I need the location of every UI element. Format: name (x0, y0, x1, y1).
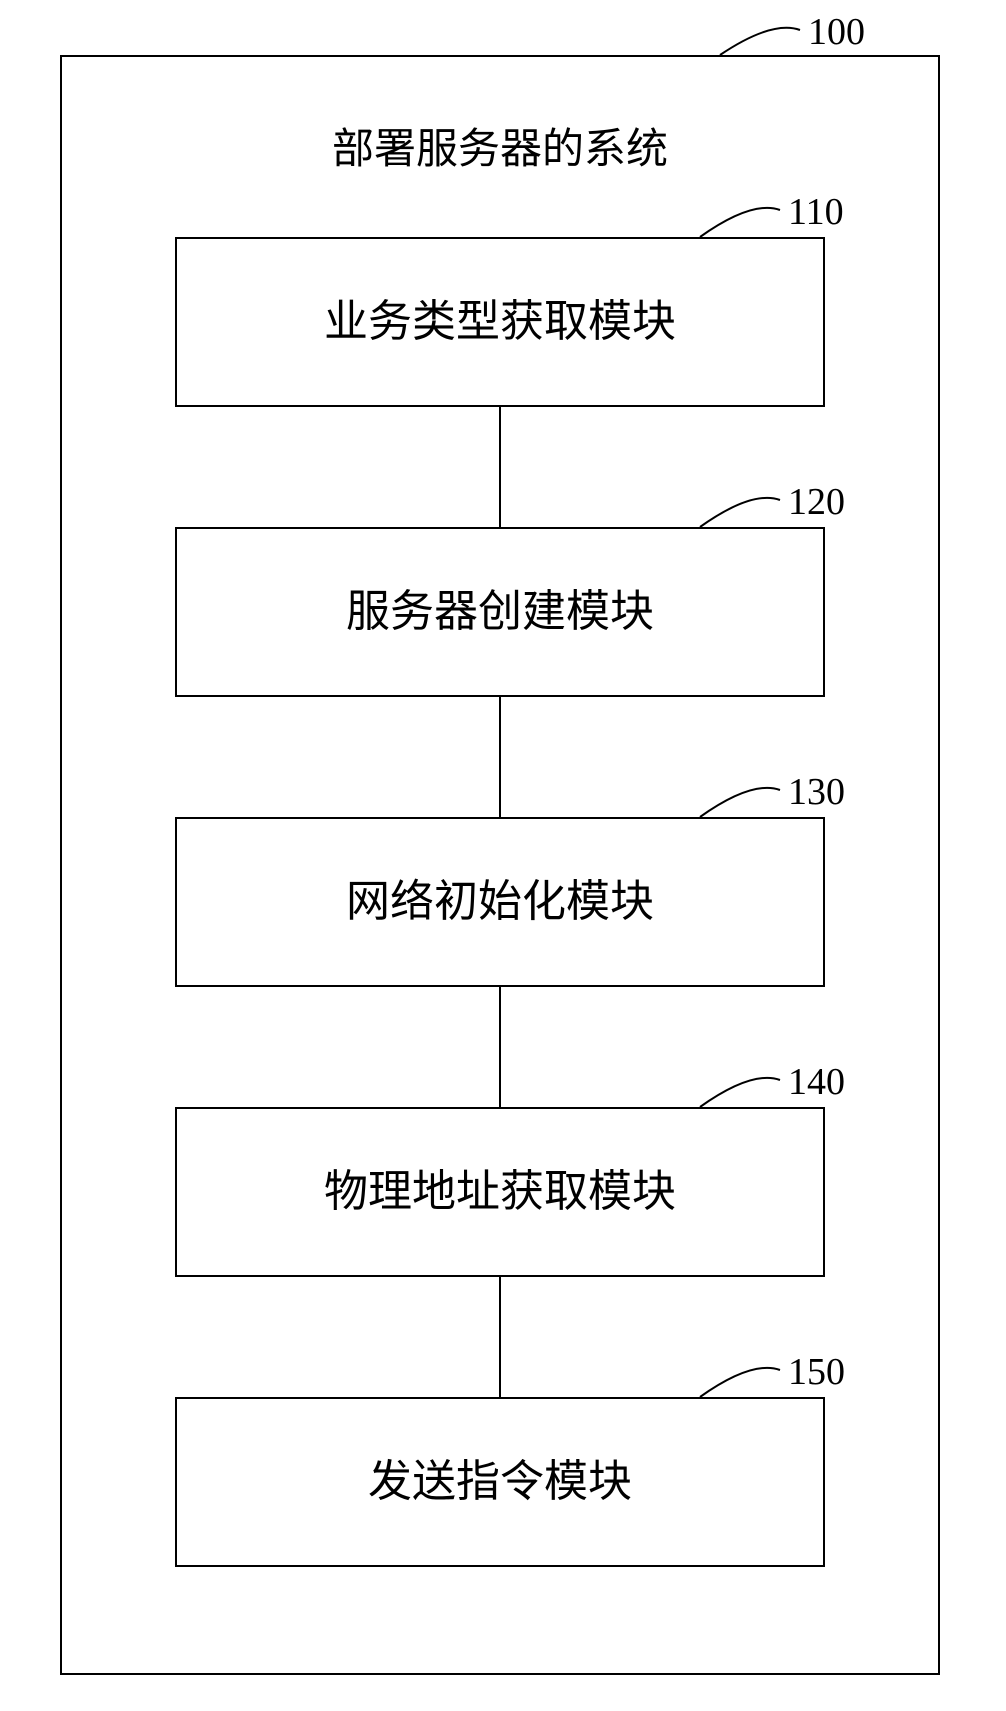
ref-120: 120 (788, 480, 845, 524)
module-130-label: 网络初始化模块 (346, 876, 654, 929)
diagram-canvas: 部署服务器的系统 业务类型获取模块 服务器创建模块 网络初始化模块 物理地址获取… (0, 0, 1006, 1711)
module-110-label: 业务类型获取模块 (324, 296, 676, 349)
system-title: 部署服务器的系统 (332, 125, 668, 175)
module-130: 网络初始化模块 (175, 817, 825, 987)
module-140: 物理地址获取模块 (175, 1107, 825, 1277)
module-110: 业务类型获取模块 (175, 237, 825, 407)
system-title-wrap: 部署服务器的系统 (260, 120, 740, 180)
module-140-label: 物理地址获取模块 (324, 1166, 676, 1219)
module-150: 发送指令模块 (175, 1397, 825, 1567)
module-150-label: 发送指令模块 (368, 1456, 632, 1509)
ref-150: 150 (788, 1350, 845, 1394)
module-120: 服务器创建模块 (175, 527, 825, 697)
ref-100: 100 (808, 10, 865, 54)
ref-130: 130 (788, 770, 845, 814)
ref-110: 110 (788, 190, 844, 234)
module-120-label: 服务器创建模块 (346, 586, 654, 639)
ref-140: 140 (788, 1060, 845, 1104)
